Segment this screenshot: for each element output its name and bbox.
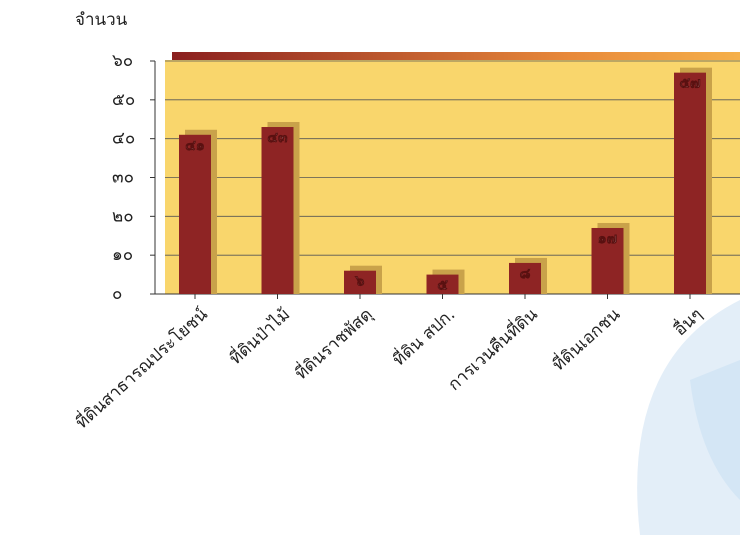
bar [426,274,459,294]
background-shape [690,360,740,500]
x-tick-label: ที่ดิน สปก. [387,302,459,370]
y-tick-label: ๔๐ [112,129,135,149]
x-tick-label: ที่ดินราชพัสดุ [289,302,376,384]
y-tick-label: ๐ [112,284,122,304]
value-label: ๔๓ [267,130,288,146]
y-axis-label: จำนวน [75,10,128,30]
y-tick-label: ๕๐ [112,90,135,110]
x-tick-label: ที่ดินเอกชน [547,302,625,375]
y-tick-label: ๑๐ [112,245,133,265]
value-label: ๔๑ [185,138,204,154]
bar [674,72,706,295]
y-tick-label: ๖๐ [112,51,133,71]
plot-top-band [172,52,740,60]
value-label: ๕ [437,278,448,294]
bar [591,227,624,294]
bar [509,262,541,294]
background-shape [637,300,740,535]
bar [179,134,211,294]
x-tick-label: ที่ดินสาธารณประโยชน์ [70,302,212,433]
y-tick-label: ๒๐ [112,206,134,226]
plot-area [165,60,740,294]
bar [261,127,294,295]
value-label: ๖ [355,274,365,290]
value-label: ๘ [520,266,531,282]
x-tick-label: ที่ดินป่าไม้ [224,302,294,369]
y-tick-label: ๓๐ [112,168,134,188]
x-tick-label: การเวนคืนที่ดิน [442,302,542,395]
value-label: ๑๗ [598,231,617,247]
bar [344,270,376,294]
value-label: ๕๗ [679,76,700,92]
